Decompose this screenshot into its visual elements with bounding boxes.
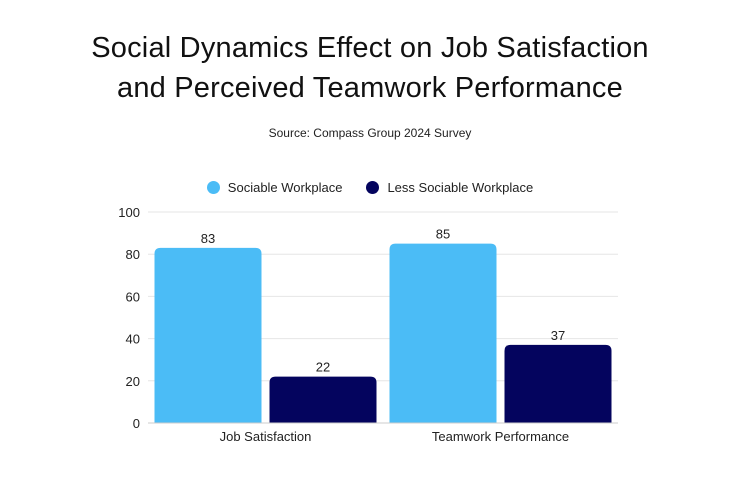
chart-subtitle: Source: Compass Group 2024 Survey [268,126,472,140]
y-tick-label-100: 100 [118,205,140,220]
legend-item-less-sociable: Less Sociable Workplace [366,180,533,195]
legend-swatch-sociable [206,181,220,194]
legend-label-less-sociable: Less Sociable Workplace [387,180,534,195]
bar-job-satisfaction-sociable-workplace [154,247,262,423]
chart-title-line-2: and Perceived Teamwork Performance [117,72,623,104]
y-tick-label-0: 0 [133,416,140,431]
data-label-teamwork-performance-less-sociable-workplace: 37 [551,328,565,343]
x-category-label-teamwork-performance: Teamwork Performance [432,429,569,444]
legend-swatch-less-sociable [366,181,380,194]
bar-job-satisfaction-less-sociable-workplace [269,376,377,423]
y-tick-label-40: 40 [126,332,140,347]
y-tick-label-80: 80 [126,247,140,262]
y-tick-label-60: 60 [126,289,140,304]
chart-title-line-1: Social Dynamics Effect on Job Satisfacti… [91,32,649,64]
bar-teamwork-performance-less-sociable-workplace [504,344,612,423]
chart-legend: Sociable Workplace Less Sociable Workpla… [0,180,740,195]
data-label-teamwork-performance-sociable-workplace: 85 [436,227,450,242]
data-label-job-satisfaction-less-sociable-workplace: 22 [316,360,330,375]
legend-label-sociable: Sociable Workplace [227,180,343,195]
bar-teamwork-performance-sociable-workplace [389,243,497,423]
y-tick-label-20: 20 [126,374,140,389]
legend-item-sociable: Sociable Workplace [206,180,343,195]
chart-title: Social Dynamics Effect on Job Satisfacti… [0,28,740,108]
data-label-job-satisfaction-sociable-workplace: 83 [201,231,215,246]
x-category-label-job-satisfaction: Job Satisfaction [220,429,312,444]
